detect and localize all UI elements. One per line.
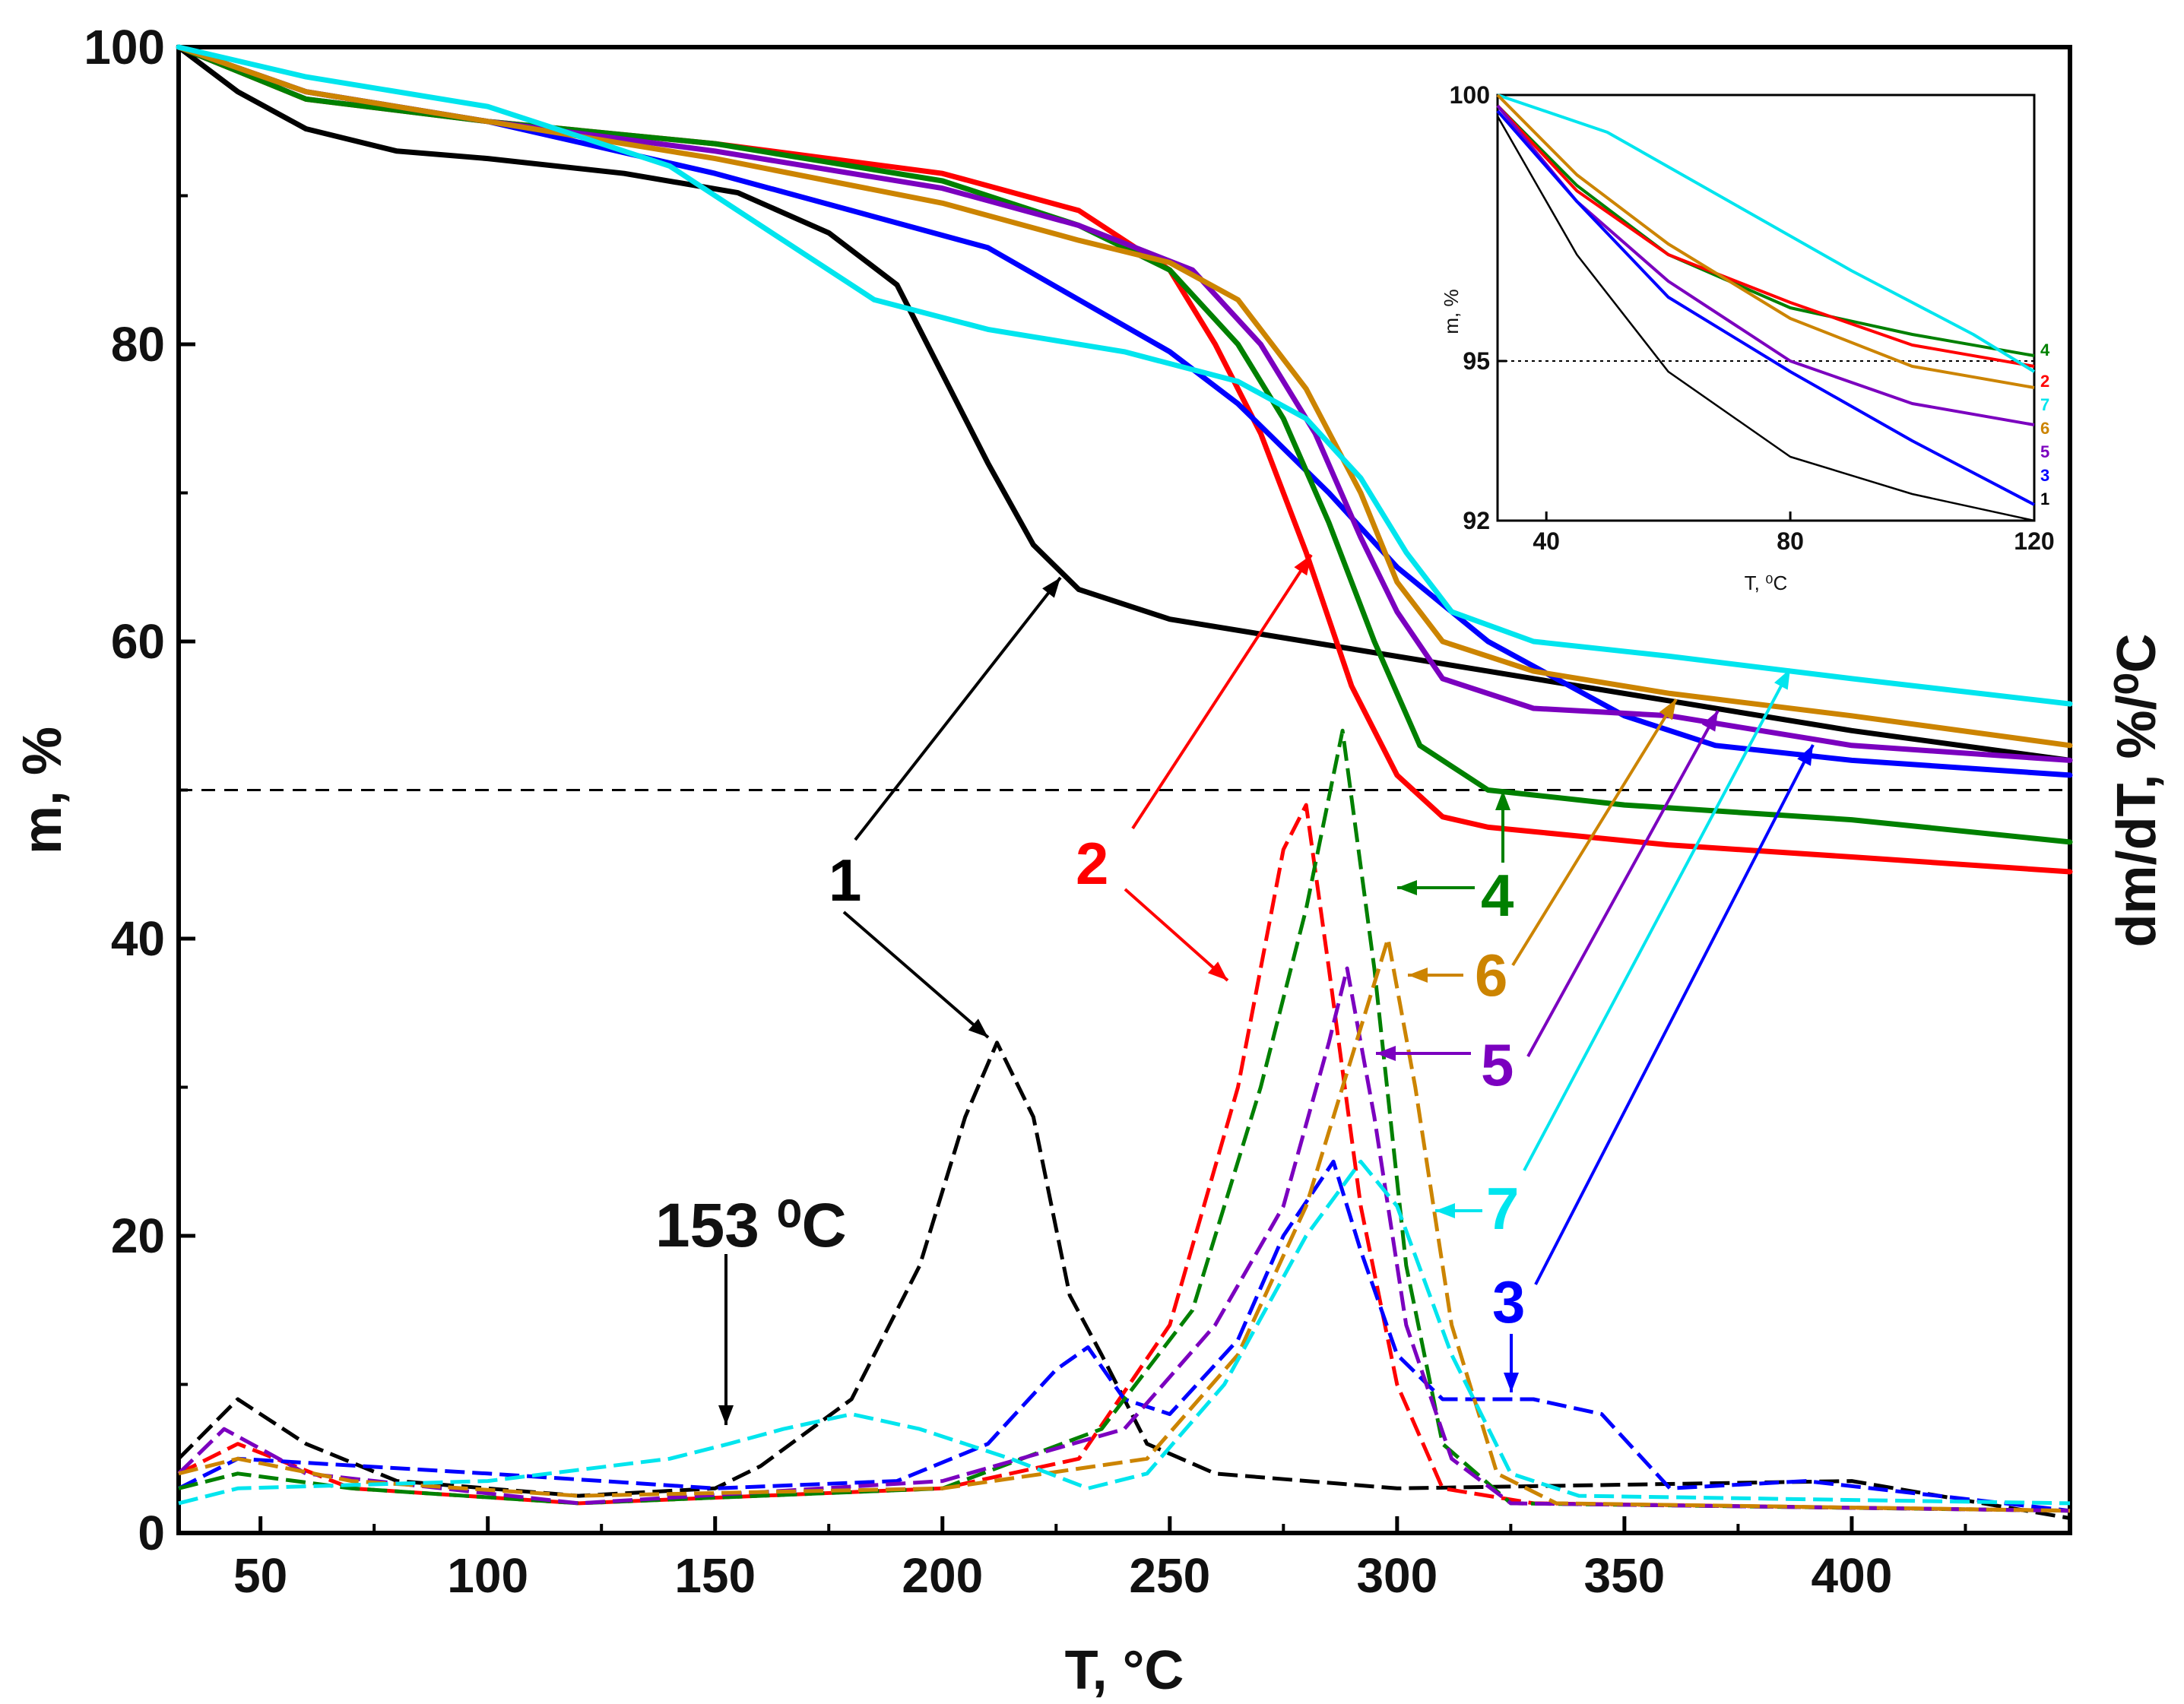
dtg-curve-6 xyxy=(178,936,2071,1513)
callout-arrows xyxy=(718,553,1815,1425)
inset-end-label-7: 7 xyxy=(2040,395,2049,414)
mass-curve-6 xyxy=(176,44,2073,749)
arrow-7-dtg-head xyxy=(1435,1203,1455,1218)
callout-label-1: 1 xyxy=(829,847,861,914)
inset-curve-2 xyxy=(1496,104,2035,368)
x-tick-label-200: 200 xyxy=(902,1548,983,1603)
arrow-1-dtg xyxy=(842,911,990,1039)
arrow-3-dtg-head xyxy=(1504,1373,1519,1392)
x-tick-label-350: 350 xyxy=(1583,1548,1665,1603)
inset-plot-frame xyxy=(1496,93,2036,522)
arrow-6-dtg-head xyxy=(1408,968,1428,983)
y-tick-label-60: 60 xyxy=(111,614,165,669)
callout-label-2: 2 xyxy=(1076,830,1108,897)
callout-label-7: 7 xyxy=(1486,1175,1519,1242)
dtg-curve-7 xyxy=(178,1159,2071,1506)
arrow-1-mass-head xyxy=(1042,578,1060,598)
mass-curve-4 xyxy=(176,44,2073,845)
inset-y-axis-label: m, % xyxy=(1440,289,1463,334)
arrow-153C-head xyxy=(718,1405,734,1425)
inset-series-group: 4 2 7 6 5 3 1 xyxy=(1496,93,2050,522)
x-tick-label-150: 150 xyxy=(674,1548,756,1603)
callout-label-6: 6 xyxy=(1475,942,1507,1009)
callout-label-5: 5 xyxy=(1481,1031,1514,1098)
arrow-6-mass xyxy=(1511,698,1678,967)
y-tick-label-40: 40 xyxy=(111,911,165,966)
inset-x-tick-label-120: 120 xyxy=(2014,527,2054,555)
x-tick-label-400: 400 xyxy=(1812,1548,1893,1603)
arrow-4-mass-head xyxy=(1495,790,1510,810)
arrow-2-dtg-head xyxy=(1207,961,1228,980)
inset-end-label-3: 3 xyxy=(2040,466,2049,485)
dtg-curve-3 xyxy=(177,1159,2071,1513)
inset-y-tick-label-95: 95 xyxy=(1463,347,1490,375)
y-tick-label-100: 100 xyxy=(84,20,165,74)
mass-curve-3 xyxy=(176,44,2073,778)
inset-x-axis-label: T, ⁰C xyxy=(1745,572,1788,594)
arrow-3-mass xyxy=(1534,744,1815,1285)
mass-curve-5 xyxy=(176,44,2073,763)
main-axis-ticks: 50 100 150 200 250 300 350 400 0 20 40 60 80 100 xyxy=(84,20,1967,1603)
x-tick-label-50: 50 xyxy=(233,1548,287,1603)
callout-label-3: 3 xyxy=(1492,1268,1525,1335)
inset-curve-6 xyxy=(1496,93,2035,389)
y-tick-label-20: 20 xyxy=(111,1208,165,1263)
inset-end-label-1: 1 xyxy=(2040,489,2049,508)
arrow-7-mass xyxy=(1523,668,1792,1171)
inset-end-label-4: 4 xyxy=(2040,340,2050,359)
dtg-curve-1 xyxy=(177,1040,2071,1520)
arrow-1-mass xyxy=(854,576,1062,841)
arrow-2-mass-head xyxy=(1294,555,1311,576)
arrow-1-dtg-head xyxy=(968,1018,988,1037)
x-tick-label-250: 250 xyxy=(1129,1548,1210,1603)
x-tick-label-100: 100 xyxy=(447,1548,528,1603)
y2-axis-label: dm/dT, %/⁰C xyxy=(2106,634,2167,948)
dtg-curve-4 xyxy=(178,728,2071,1513)
inset-y-tick-label-100: 100 xyxy=(1450,81,1490,109)
arrow-2-mass xyxy=(1131,553,1313,830)
y-tick-label-0: 0 xyxy=(138,1506,165,1560)
inset-end-label-6: 6 xyxy=(2040,419,2049,438)
inset-end-label-5: 5 xyxy=(2040,442,2049,461)
inset-x-tick-label-80: 80 xyxy=(1777,527,1804,555)
inset-end-label-2: 2 xyxy=(2040,372,2049,391)
inset-curve-7 xyxy=(1497,93,2036,373)
arrow-7-mass-head xyxy=(1774,669,1790,690)
callout-label-4: 4 xyxy=(1481,862,1514,929)
main-series-group xyxy=(176,44,2073,1520)
arrow-5-mass xyxy=(1526,710,1720,1057)
inset-axis-ticks: 40 80 120 92 95 100 xyxy=(1450,81,2055,555)
inset-curve-3 xyxy=(1496,109,2035,506)
x-axis-label: T, °C xyxy=(1065,1640,1184,1701)
y-axis-label: m, % xyxy=(12,727,73,854)
annotation-153C: 153 ⁰C xyxy=(655,1191,847,1260)
arrow-6-mass-head xyxy=(1659,699,1676,721)
inset-x-tick-label-40: 40 xyxy=(1533,527,1560,555)
arrow-3-mass-head xyxy=(1797,745,1813,766)
arrow-5-mass-head xyxy=(1701,711,1718,732)
inset-curve-1 xyxy=(1496,116,2035,522)
x-tick-label-300: 300 xyxy=(1356,1548,1438,1603)
y-tick-label-80: 80 xyxy=(111,317,165,372)
mass-curve-1 xyxy=(176,44,2073,763)
arrow-5-dtg-head xyxy=(1376,1046,1396,1061)
mass-curve-7 xyxy=(176,44,2073,707)
arrow-2-dtg xyxy=(1124,888,1229,982)
arrow-4-dtg-head xyxy=(1397,880,1417,895)
inset-y-tick-label-92: 92 xyxy=(1463,507,1490,534)
